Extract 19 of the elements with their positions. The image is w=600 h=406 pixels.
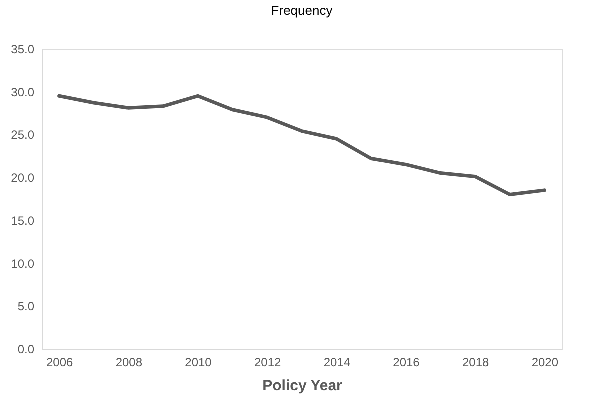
x-tick-label: 2006	[46, 356, 74, 370]
x-tick-label: 2012	[254, 356, 282, 370]
chart-title: Frequency	[271, 3, 334, 18]
x-axis-title: Policy Year	[262, 378, 343, 394]
x-tick-label: 2010	[185, 356, 212, 370]
x-tick-label: 2020	[532, 356, 559, 370]
x-tick-label: 2018	[462, 356, 490, 370]
y-tick-label: 5.0	[18, 300, 35, 314]
y-tick-label: 15.0	[11, 214, 35, 228]
y-tick-label: 25.0	[11, 128, 35, 142]
x-tick-label: 2008	[116, 356, 143, 370]
y-tick-label: 0.0	[18, 342, 35, 356]
x-tick-label: 2014	[324, 356, 351, 370]
y-tick-label: 20.0	[11, 171, 35, 186]
x-tick-label: 2016	[393, 356, 420, 370]
y-tick-label: 30.0	[11, 85, 35, 100]
line-series	[58, 94, 546, 196]
y-tick-label: 35.0	[11, 42, 35, 56]
y-tick-label: 10.0	[11, 256, 35, 271]
